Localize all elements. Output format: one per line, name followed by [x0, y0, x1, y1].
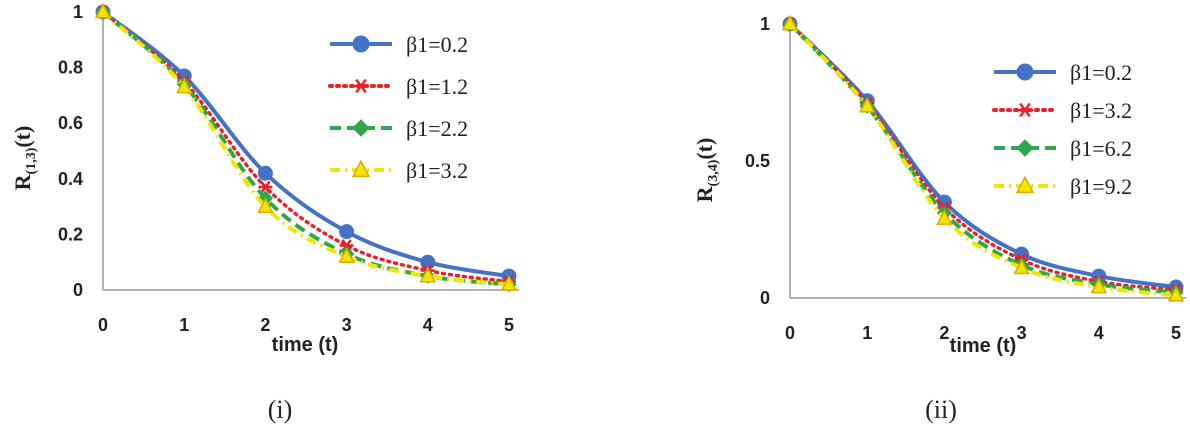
series-markers-4 — [781, 14, 1185, 302]
data-point — [257, 197, 274, 213]
x-tick-label: 5 — [504, 315, 514, 335]
legend: β1=0.2 β1=3.2 β1=6.2 β1=9.2 — [992, 60, 1132, 199]
chart-panel-1: 0 1 2 3 4 5 0 0.2 0.4 0.6 0.8 1 time (t) R(1,3)(t) β1=… — [10, 2, 519, 424]
legend-label: β1=6.2 — [1070, 136, 1132, 161]
x-tick-label: 1 — [862, 323, 872, 343]
data-point — [781, 14, 799, 31]
data-point — [419, 266, 437, 283]
legend-label: β1=0.2 — [1070, 60, 1132, 85]
x-tick-label: 4 — [423, 315, 433, 335]
data-point — [258, 180, 273, 194]
legend-label: β1=1.2 — [406, 74, 468, 99]
x-tick-label: 3 — [1017, 323, 1027, 343]
x-tick-label: 3 — [342, 315, 352, 335]
panel-caption: (i) — [268, 395, 293, 424]
y-tick-label: 0.4 — [58, 169, 83, 189]
legend-marker — [1016, 139, 1034, 157]
data-point — [936, 209, 953, 225]
legend-label: β1=3.2 — [406, 158, 468, 183]
legend-marker — [351, 159, 371, 178]
legend-label: β1=9.2 — [1070, 174, 1132, 199]
x-axis-label: time (t) — [272, 334, 339, 356]
legend-marker — [1016, 63, 1034, 81]
y-tick-label: 0 — [760, 288, 770, 308]
data-point — [858, 96, 876, 113]
y-tick-label: 1 — [73, 2, 83, 22]
data-point — [1013, 258, 1030, 275]
y-tick-label: 0.8 — [58, 58, 83, 78]
x-tick-label: 0 — [98, 315, 108, 335]
legend: β1=0.2 β1=1.2 β1=2.2 β1=3.2 — [328, 32, 468, 183]
legend-marker — [1015, 175, 1035, 194]
x-tick-label: 1 — [179, 315, 189, 335]
legend-marker — [1017, 102, 1033, 118]
legend-marker — [353, 78, 369, 94]
data-point — [339, 224, 355, 240]
x-tick-label: 4 — [1094, 323, 1104, 343]
x-tick-label: 0 — [785, 323, 795, 343]
legend-label: β1=2.2 — [406, 116, 468, 141]
data-point — [500, 275, 518, 291]
panel-caption: (ii) — [925, 395, 957, 424]
chart-panel-2: 0 1 2 3 4 5 0 0.5 1 time (t) R(3,4)(t) β1=0.2 β1=3.2… — [692, 14, 1186, 424]
y-tick-label: 0.2 — [58, 224, 83, 244]
series-markers-4 — [94, 2, 518, 291]
data-point — [338, 247, 355, 263]
x-tick-label: 2 — [260, 315, 270, 335]
data-point — [1090, 277, 1108, 294]
legend-marker — [352, 119, 370, 137]
series-line-4 — [101, 10, 510, 287]
y-axis-label: R(3,4)(t) — [692, 138, 721, 203]
asterisk-stroke — [260, 180, 271, 194]
x-axis-label: time (t) — [950, 335, 1017, 357]
y-tick-label: 0.5 — [745, 151, 770, 171]
y-tick-label: 0.6 — [58, 113, 83, 133]
asterisk-stroke — [1019, 102, 1031, 118]
data-point — [94, 2, 112, 19]
legend-label: β1=0.2 — [406, 32, 468, 57]
y-axis-label: R(1,3)(t) — [10, 126, 39, 191]
asterisk-stroke — [355, 78, 367, 94]
x-tick-label: 2 — [939, 323, 949, 343]
y-tick-label: 1 — [760, 14, 770, 34]
legend-label: β1=3.2 — [1070, 98, 1132, 123]
data-point — [257, 165, 273, 181]
data-point — [1167, 285, 1185, 302]
data-point — [175, 77, 193, 94]
legend-marker — [352, 35, 370, 53]
y-tick-label: 0 — [73, 280, 83, 300]
x-tick-label: 5 — [1171, 323, 1181, 343]
